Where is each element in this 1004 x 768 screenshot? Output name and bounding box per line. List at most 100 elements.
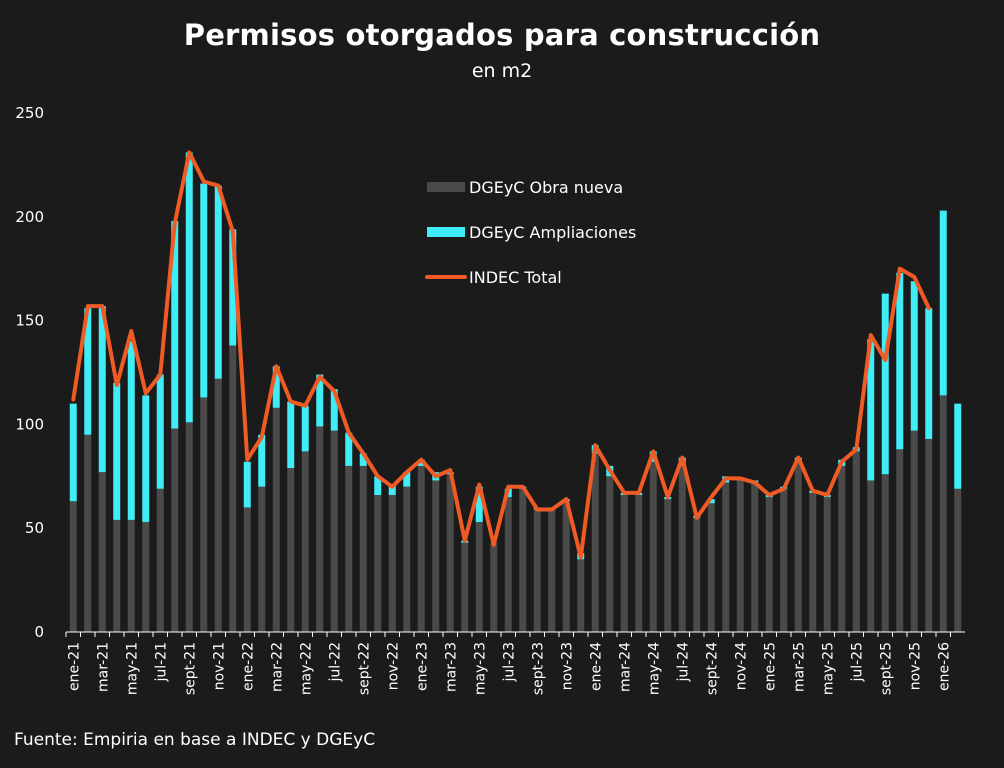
bar-ampliaciones bbox=[939, 210, 947, 396]
bar-ampliaciones bbox=[417, 459, 425, 466]
x-tick-label: sept-23 bbox=[530, 642, 546, 695]
bar-obra-nueva bbox=[765, 497, 773, 632]
bar-obra-nueva bbox=[258, 486, 266, 632]
bar-obra-nueva bbox=[345, 465, 353, 632]
bar-obra-nueva bbox=[461, 542, 469, 632]
bar-obra-nueva bbox=[214, 378, 222, 632]
bar-obra-nueva bbox=[243, 507, 251, 632]
bar-obra-nueva bbox=[113, 519, 121, 632]
x-tick-label: nov-25 bbox=[907, 642, 923, 690]
bar-ampliaciones bbox=[185, 152, 193, 423]
bar-obra-nueva bbox=[925, 438, 933, 632]
bar-obra-nueva bbox=[620, 494, 628, 632]
x-tick-label: ene-26 bbox=[936, 642, 952, 691]
bar-obra-nueva bbox=[316, 426, 324, 632]
y-tick-label: 100 bbox=[15, 415, 44, 433]
legend-ampliaciones-label: DGEyC Ampliaciones bbox=[469, 223, 636, 242]
bar-obra-nueva bbox=[939, 395, 947, 632]
bar-ampliaciones bbox=[229, 229, 237, 346]
bar-obra-nueva bbox=[229, 345, 237, 632]
bar-ampliaciones bbox=[301, 405, 309, 452]
bar-obra-nueva bbox=[446, 474, 454, 632]
x-tick-label: jul-21 bbox=[153, 642, 169, 683]
bar-ampliaciones bbox=[954, 403, 962, 489]
bar-obra-nueva bbox=[417, 465, 425, 632]
bar-ampliaciones bbox=[142, 395, 150, 522]
bar-obra-nueva bbox=[388, 494, 396, 632]
bar-obra-nueva bbox=[823, 497, 831, 632]
x-tick-label: nov-23 bbox=[559, 642, 575, 690]
bar-obra-nueva bbox=[504, 497, 512, 632]
bar-obra-nueva bbox=[185, 422, 193, 632]
bar-ampliaciones bbox=[156, 374, 164, 489]
legend-indec-total-label: INDEC Total bbox=[469, 268, 562, 287]
bar-ampliaciones bbox=[707, 499, 715, 504]
indec-total-line bbox=[71, 150, 931, 560]
bar-obra-nueva bbox=[403, 486, 411, 632]
x-tick-label: may-24 bbox=[646, 642, 662, 695]
bar-ampliaciones bbox=[200, 183, 208, 398]
bar-obra-nueva bbox=[301, 451, 309, 632]
bar-ampliaciones bbox=[287, 401, 295, 468]
x-tick-label: jul-22 bbox=[327, 642, 343, 683]
bar-ampliaciones bbox=[374, 476, 382, 495]
bar-obra-nueva bbox=[664, 499, 672, 632]
bar-ampliaciones bbox=[272, 366, 280, 408]
bar-obra-nueva bbox=[432, 480, 440, 632]
bar-ampliaciones bbox=[98, 306, 106, 473]
source-note: Fuente: Empiria en base a INDEC y DGEyC bbox=[14, 730, 376, 750]
bar-ampliaciones bbox=[330, 389, 338, 431]
x-tick-label: ene-25 bbox=[762, 642, 778, 691]
bar-obra-nueva bbox=[809, 492, 817, 632]
bar-ampliaciones bbox=[214, 185, 222, 379]
bar-ampliaciones bbox=[475, 486, 483, 522]
bar-obra-nueva bbox=[678, 465, 686, 632]
y-tick-label: 150 bbox=[15, 312, 44, 330]
legend-obra-nueva-swatch bbox=[427, 182, 465, 192]
bar-obra-nueva bbox=[200, 397, 208, 632]
bar-obra-nueva bbox=[896, 449, 904, 632]
x-tick-label: jul-24 bbox=[675, 642, 691, 683]
x-tick-label: may-21 bbox=[124, 642, 140, 695]
x-tick-label: may-23 bbox=[472, 642, 488, 695]
x-tick-label: mar-25 bbox=[791, 642, 807, 692]
bar-obra-nueva bbox=[272, 407, 280, 632]
bar-ampliaciones bbox=[403, 472, 411, 487]
bar-ampliaciones bbox=[258, 434, 266, 487]
bar-obra-nueva bbox=[69, 501, 77, 632]
x-tick-label: sept-24 bbox=[704, 642, 720, 695]
bar-ampliaciones bbox=[345, 432, 353, 466]
bar-obra-nueva bbox=[910, 430, 918, 632]
bar-obra-nueva bbox=[707, 503, 715, 632]
x-tick-label: ene-24 bbox=[588, 642, 604, 691]
legend-obra-nueva-label: DGEyC Obra nueva bbox=[469, 178, 623, 197]
bar-obra-nueva bbox=[736, 480, 744, 632]
bar-obra-nueva bbox=[156, 488, 164, 632]
bar-ampliaciones bbox=[171, 220, 179, 429]
x-tick-label: ene-21 bbox=[66, 642, 82, 691]
bar-obra-nueva bbox=[881, 474, 889, 632]
chart-title: Permisos otorgados para construcción bbox=[183, 18, 821, 52]
x-tick-label: mar-21 bbox=[95, 642, 111, 692]
bar-obra-nueva bbox=[562, 501, 570, 632]
bar-obra-nueva bbox=[693, 517, 701, 632]
bar-obra-nueva bbox=[475, 521, 483, 632]
bar-obra-nueva bbox=[84, 434, 92, 632]
bar-obra-nueva bbox=[548, 509, 556, 632]
x-tick-label: mar-23 bbox=[443, 642, 459, 692]
bar-obra-nueva bbox=[867, 480, 875, 632]
bar-obra-nueva bbox=[722, 482, 730, 632]
bar-ampliaciones bbox=[69, 403, 77, 502]
bar-obra-nueva bbox=[954, 488, 962, 632]
bar-obra-nueva bbox=[591, 453, 599, 632]
x-tick-label: nov-22 bbox=[385, 642, 401, 690]
bar-obra-nueva bbox=[330, 430, 338, 632]
bar-obra-nueva bbox=[98, 472, 106, 632]
bar-ampliaciones bbox=[316, 374, 324, 427]
bar-ampliaciones bbox=[127, 341, 135, 520]
x-tick-label: nov-21 bbox=[211, 642, 227, 690]
bar-obra-nueva bbox=[519, 488, 527, 632]
x-tick-label: mar-22 bbox=[269, 642, 285, 692]
bar-ampliaciones bbox=[113, 382, 121, 520]
x-tick-label: may-25 bbox=[820, 642, 836, 695]
